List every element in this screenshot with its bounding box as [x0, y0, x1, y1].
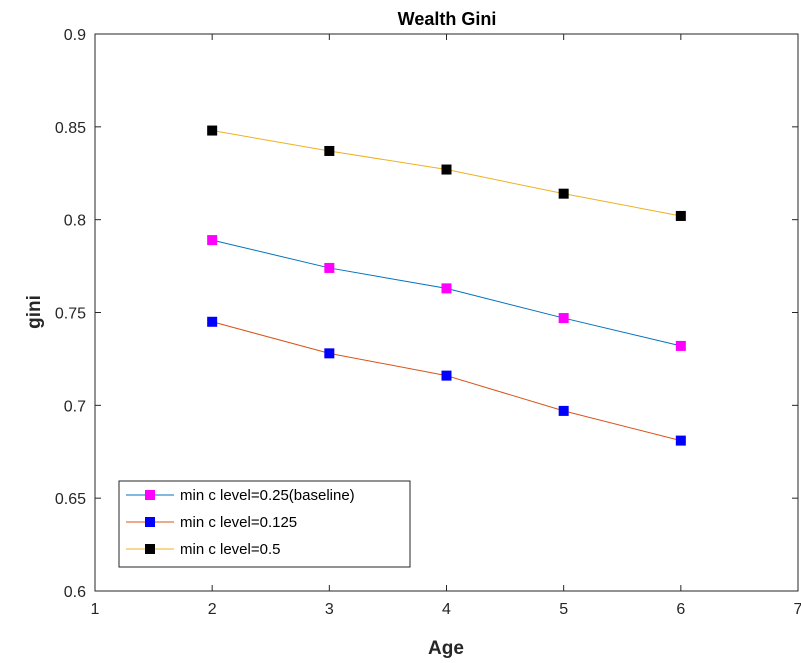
y-axis: 0.6 0.65 0.7 0.75 0.8 0.85 0.9 — [55, 27, 798, 601]
x-axis: 1 2 3 4 5 6 7 — [91, 34, 801, 618]
x-axis-label: Age — [428, 638, 464, 659]
data-point — [324, 145, 335, 156]
series-layer — [207, 125, 686, 446]
legend-marker — [145, 490, 155, 500]
series-3 — [207, 125, 686, 221]
x-tick-label: 3 — [325, 601, 334, 618]
data-point — [675, 340, 686, 351]
legend-marker — [145, 517, 155, 527]
series-1 — [207, 235, 686, 351]
x-tick-label: 2 — [208, 601, 217, 618]
legend-entry: min c level=0.125 — [126, 514, 297, 531]
chart-title: Wealth Gini — [398, 9, 497, 29]
legend-label: min c level=0.5 — [180, 541, 280, 558]
x-tick-label: 7 — [794, 601, 801, 618]
legend-label: min c level=0.125 — [180, 514, 297, 531]
data-point — [558, 188, 569, 199]
series-2 — [207, 316, 686, 446]
legend-marker — [145, 544, 155, 554]
y-axis-label: gini — [24, 295, 45, 329]
y-tick-label: 0.9 — [64, 27, 86, 44]
data-point — [558, 405, 569, 416]
x-tick-label: 1 — [91, 601, 100, 618]
data-point — [207, 316, 218, 327]
data-point — [558, 313, 569, 324]
legend-label: min c level=0.25(baseline) — [180, 487, 355, 504]
legend: min c level=0.25(baseline) min c level=0.… — [118, 480, 411, 568]
y-tick-label: 0.6 — [64, 584, 86, 601]
legend-entry: min c level=0.5 — [126, 541, 280, 558]
y-tick-label: 0.85 — [55, 120, 86, 137]
y-tick-label: 0.65 — [55, 491, 86, 508]
x-tick-label: 6 — [676, 601, 685, 618]
data-point — [324, 262, 335, 273]
y-tick-label: 0.8 — [64, 213, 86, 230]
data-point — [441, 370, 452, 381]
y-tick-label: 0.75 — [55, 306, 86, 323]
data-point — [207, 235, 218, 246]
data-point — [675, 435, 686, 446]
data-point — [207, 125, 218, 136]
y-tick-label: 0.7 — [64, 398, 86, 415]
data-point — [324, 348, 335, 359]
x-tick-label: 5 — [559, 601, 568, 618]
legend-entry: min c level=0.25(baseline) — [126, 487, 355, 504]
data-point — [441, 283, 452, 294]
data-point — [675, 210, 686, 221]
data-point — [441, 164, 452, 175]
x-tick-label: 4 — [442, 601, 451, 618]
